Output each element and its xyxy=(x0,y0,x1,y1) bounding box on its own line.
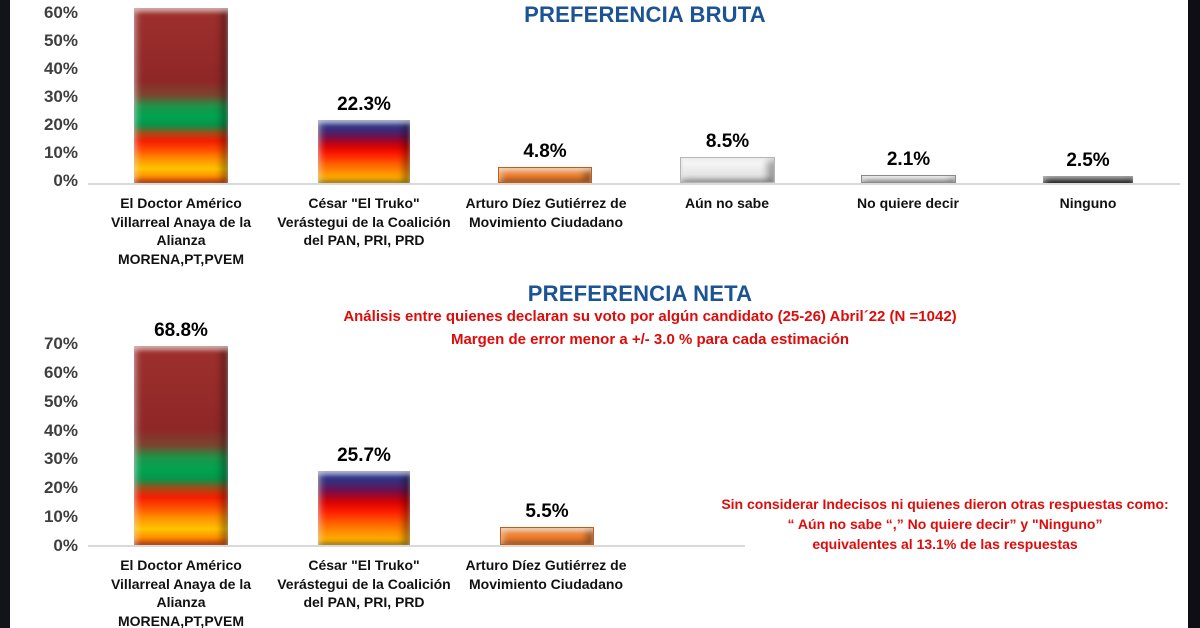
bruta-bar-no-quiere-decir xyxy=(861,175,956,183)
neta-bar-group-cesar: 25.7% xyxy=(318,445,410,545)
chart-title-neta: PREFERENCIA NETA xyxy=(527,281,753,306)
neta-subtitle-line2: Margen de error menor a +/- 3.0 % para c… xyxy=(450,331,850,348)
bruta-category-arturo: Arturo Díez Gutiérrez de Movimiento Ciud… xyxy=(465,195,627,230)
neta-ytick-10: 10% xyxy=(43,507,78,526)
bruta-ytick-30: 30% xyxy=(43,87,78,106)
bruta-ytick-50: 50% xyxy=(43,31,78,50)
bruta-plot-area: 22.3% 4.8% 8.5% 2.1% 2.5% xyxy=(0,0,1200,183)
neta-category-arturo: Arturo Díez Gutiérrez de Movimiento Ciud… xyxy=(465,557,627,592)
bruta-category-no-quiere-decir: No quiere decir xyxy=(857,195,959,211)
bar-value-label: 25.7% xyxy=(337,445,391,466)
bruta-bar-group-ninguno: 2.5% xyxy=(1043,150,1133,183)
annotation-line3: equivalentes al 13.1% de las respuestas xyxy=(812,536,1078,552)
bruta-bar-group-cesar: 22.3% xyxy=(318,94,410,183)
neta-category-cesar: César "El Truko" Verástegui de la Coalic… xyxy=(277,557,451,610)
neta-ytick-60: 60% xyxy=(43,363,78,382)
bruta-category-aun-no-sabe: Aún no sabe xyxy=(684,195,769,211)
chart-title-bruta: PREFERENCIA BRUTA xyxy=(524,2,766,27)
neta-ytick-70: 70% xyxy=(43,334,78,353)
bruta-category-americo: El Doctor Américo Villarreal Anaya de la… xyxy=(110,195,252,267)
neta-ytick-40: 40% xyxy=(43,421,78,440)
bruta-ytick-60: 60% xyxy=(43,3,78,22)
neta-plot-area: 68.8% 25.7% 5.5% xyxy=(134,320,594,545)
annotation-line2: “ Aún no sabe “,” No quiere decir” y "Ni… xyxy=(787,516,1103,532)
neta-ytick-20: 20% xyxy=(43,478,78,497)
bar-value-label: 2.1% xyxy=(886,149,931,170)
bruta-ytick-20: 20% xyxy=(43,115,78,134)
bruta-category-ninguno: Ninguno xyxy=(1059,195,1117,211)
neta-bar-arturo-diez xyxy=(500,527,594,545)
bruta-bar-cesar-verastegui xyxy=(318,120,410,183)
neta-ytick-0: 0% xyxy=(53,536,78,555)
bruta-bar-aun-no-sabe xyxy=(680,157,775,183)
bruta-bar-arturo-diez xyxy=(498,167,592,183)
bruta-bar-group-americo xyxy=(134,4,228,183)
bruta-bar-ninguno xyxy=(1043,176,1133,183)
neta-category-americo: El Doctor Américo Villarreal Anaya de la… xyxy=(110,557,252,628)
bruta-ytick-0: 0% xyxy=(53,171,78,190)
bruta-category-cesar: César "El Truko" Verástegui de la Coalic… xyxy=(277,195,451,248)
neta-ytick-50: 50% xyxy=(43,392,78,411)
neta-subtitle-line1: Análisis entre quienes declaran su voto … xyxy=(343,308,957,325)
neta-annotation: Sin considerar Indecisos ni quienes dier… xyxy=(700,494,1190,554)
right-edge-strip xyxy=(1188,0,1200,628)
bar-value-label: 4.8% xyxy=(523,141,567,162)
bruta-bar-group-arturo: 4.8% xyxy=(498,141,592,183)
bruta-ytick-40: 40% xyxy=(43,59,78,78)
bar-value-label: 2.5% xyxy=(1066,150,1110,171)
bruta-bar-group-no-quiere-decir: 2.1% xyxy=(861,149,956,183)
left-edge-strip xyxy=(0,0,10,628)
bruta-bar-group-aun-no-sabe: 8.5% xyxy=(680,131,775,183)
bruta-bar-americo-villarreal xyxy=(134,8,228,183)
bar-value-label: 68.8% xyxy=(154,320,208,341)
neta-axis-line xyxy=(88,545,745,547)
bruta-ytick-10: 10% xyxy=(43,143,78,162)
bar-value-label: 22.3% xyxy=(337,94,391,115)
bruta-axis-line xyxy=(88,183,1180,185)
neta-bar-americo-villarreal xyxy=(134,346,228,545)
annotation-line1: Sin considerar Indecisos ni quienes dier… xyxy=(721,496,1169,512)
neta-bar-cesar-verastegui xyxy=(318,471,410,545)
bar-value-label: 5.5% xyxy=(525,501,569,522)
neta-bar-group-americo: 68.8% xyxy=(134,320,228,545)
neta-bar-group-arturo: 5.5% xyxy=(500,501,594,545)
bar-value-label: 8.5% xyxy=(705,131,750,152)
neta-ytick-30: 30% xyxy=(43,449,78,468)
